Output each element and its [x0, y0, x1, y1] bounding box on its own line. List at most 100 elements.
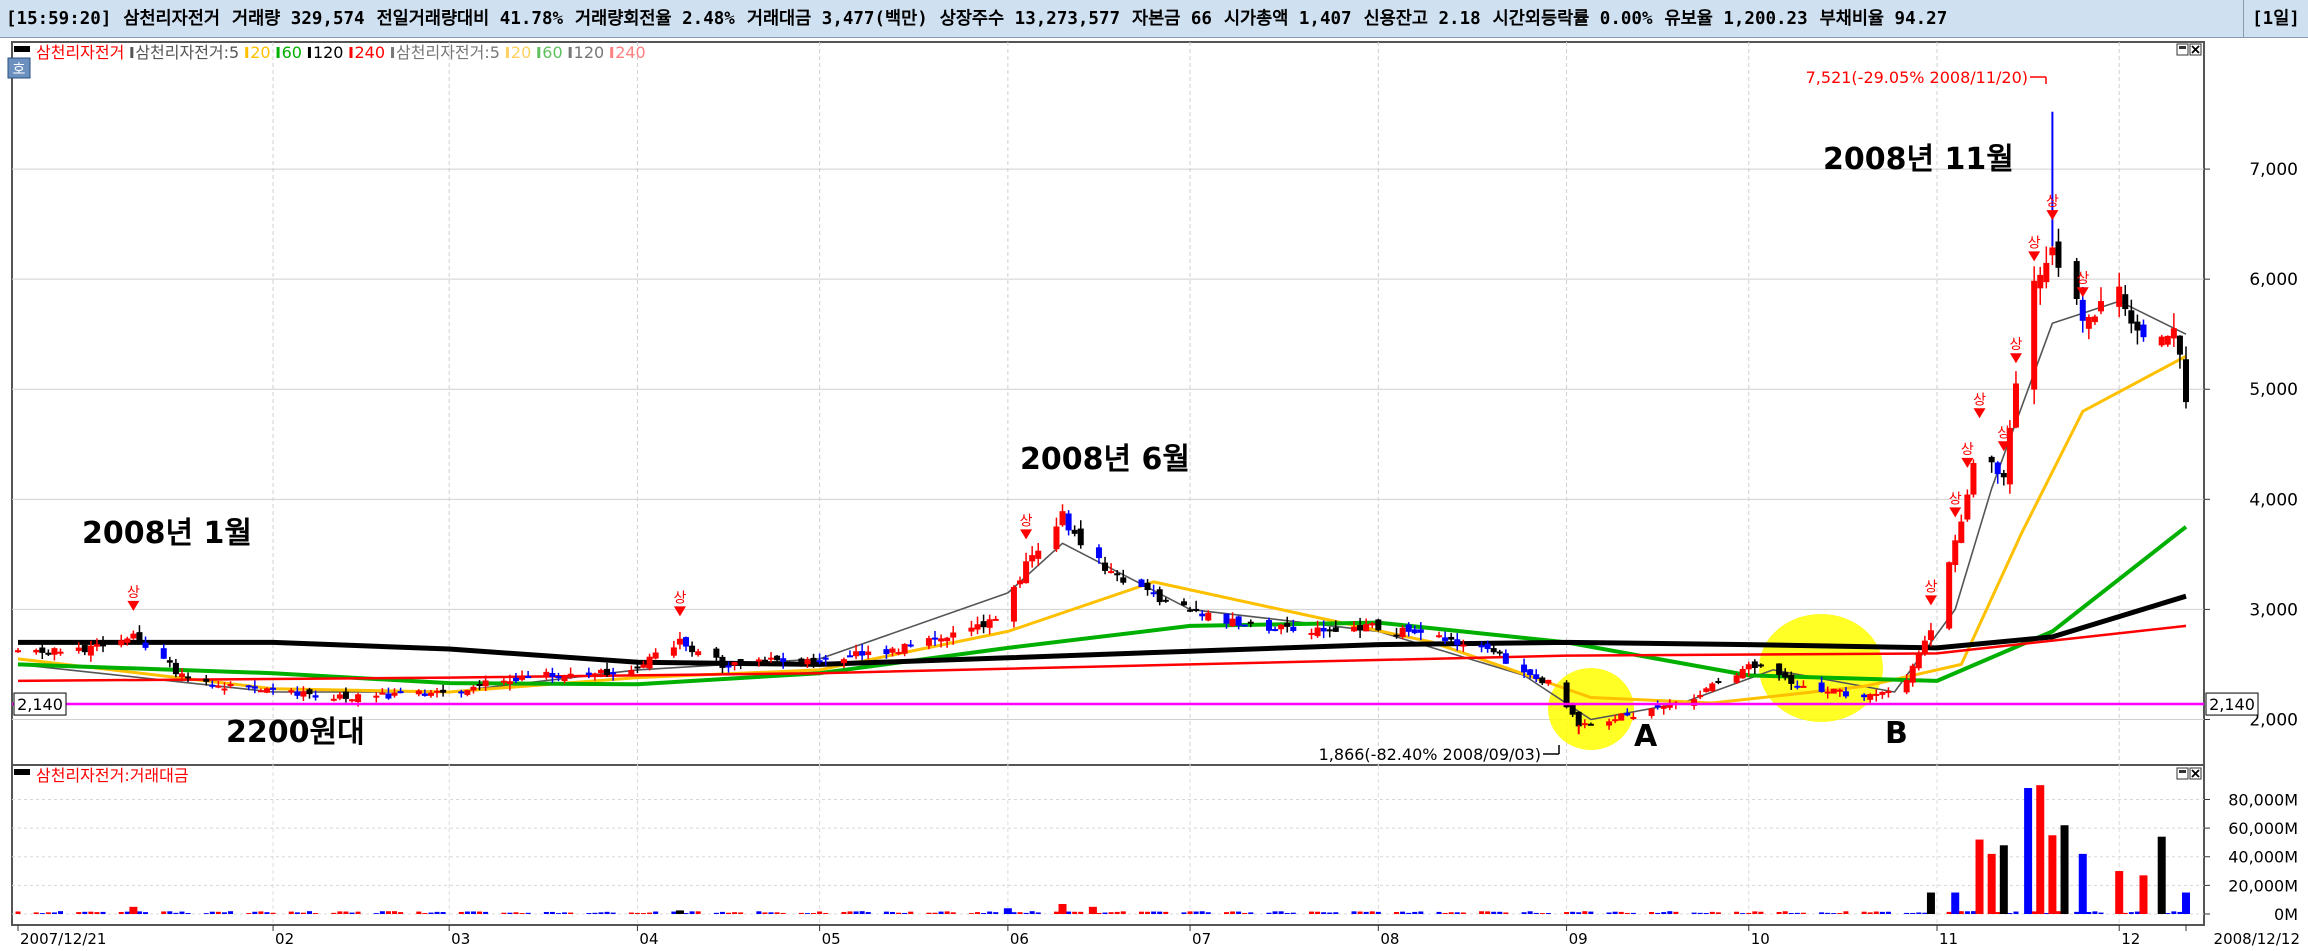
ma-line-120 — [18, 593, 2187, 667]
candle-body — [1199, 613, 1206, 617]
candle-body — [561, 677, 568, 682]
volume-bar — [355, 911, 361, 914]
volume-bar — [1248, 912, 1254, 914]
candle-body — [178, 673, 185, 678]
candle-body — [391, 692, 398, 696]
volume-bar — [2092, 911, 2098, 914]
volume-bar — [1879, 911, 1885, 914]
candle-body — [1533, 674, 1540, 679]
limit-up-arrow — [2076, 287, 2089, 298]
volume-bar — [470, 911, 476, 914]
volume-bar — [173, 912, 179, 914]
candle-body — [476, 683, 483, 686]
support-line: 2,140 2,140 — [12, 692, 2259, 716]
candle-body — [482, 680, 489, 687]
candle-body — [1029, 555, 1036, 562]
candle-body — [45, 652, 52, 655]
volume-bar — [1102, 912, 1108, 914]
volume-bar — [136, 911, 142, 914]
candle-body — [227, 683, 234, 687]
candle-body — [853, 651, 860, 657]
volume-bar — [129, 906, 138, 914]
volume-tick-label: 80,000M — [2228, 790, 2298, 809]
candle-body — [221, 688, 228, 691]
candle-body — [804, 659, 811, 665]
volume-bar — [738, 912, 744, 914]
date-tick-label: 10 — [1751, 930, 1770, 948]
volume-bar — [1351, 911, 1357, 914]
candle-body — [840, 659, 847, 664]
limit-up-arrow — [1924, 595, 1937, 606]
volume-panel[interactable] — [11, 764, 2205, 926]
candle-body — [1818, 682, 1825, 692]
annotation-a: A — [1634, 719, 1658, 754]
limit-up-arrow — [1997, 441, 2010, 452]
volume-bar — [1205, 912, 1211, 914]
candle-body — [1454, 639, 1461, 645]
candle-body — [251, 686, 258, 689]
limit-up-label: 상 — [673, 590, 686, 606]
candle-body — [1545, 679, 1552, 684]
candle-body — [1144, 582, 1151, 591]
limit-up-arrow — [127, 600, 140, 611]
candle-body — [610, 672, 617, 675]
candle-body — [1278, 624, 1285, 630]
candle-body — [1114, 573, 1121, 576]
volume-bar — [1606, 912, 1612, 914]
candle-body — [889, 648, 896, 653]
volume-bar — [385, 911, 391, 914]
annotation-b: B — [1885, 716, 1908, 751]
volume-bar — [1436, 911, 1442, 914]
date-tick-label: 05 — [822, 930, 841, 948]
candle-body — [355, 694, 362, 703]
volume-bar — [1987, 853, 1996, 914]
candle-body — [737, 659, 744, 664]
candle-body — [1053, 526, 1060, 550]
volume-panel-close-button[interactable] — [2189, 767, 2202, 780]
annotation-nov: 2008년 11월 — [1823, 142, 2014, 177]
volume-bar — [1078, 911, 1084, 914]
highlight-circle-a — [1548, 668, 1634, 750]
volume-bar — [1885, 911, 1891, 914]
volume-bar — [732, 912, 738, 914]
volume-panel-maximize-button[interactable] — [2176, 767, 2189, 780]
candle-body — [567, 673, 574, 678]
volume-bar — [1497, 911, 1503, 914]
volume-bar — [288, 911, 294, 914]
volume-bar — [2060, 825, 2069, 914]
support-level-box — [2205, 692, 2259, 716]
volume-bar — [598, 912, 604, 914]
volume-bar — [525, 912, 531, 914]
volume-bar — [1831, 913, 1837, 914]
legend-item: 120 — [574, 43, 605, 62]
candle-body — [670, 647, 677, 656]
volume-bar — [124, 911, 130, 914]
limit-up-label: 상 — [2046, 194, 2059, 210]
stock-name[interactable]: 삼천리자전거 — [123, 9, 220, 29]
candle-body — [1952, 540, 1959, 565]
candle-body — [1575, 711, 1582, 727]
candle-body — [2140, 324, 2147, 338]
candle-body — [1023, 561, 1030, 584]
candle-body — [1970, 463, 1977, 495]
candle-body — [901, 643, 908, 654]
volume-bar — [1612, 911, 1618, 914]
candle-body — [142, 642, 149, 648]
volume-bar — [1691, 912, 1697, 914]
volume-bar — [695, 911, 701, 914]
candle-body — [33, 649, 40, 653]
volume-bar — [2139, 875, 2148, 914]
order-icon-button[interactable]: 호 — [7, 57, 31, 79]
volume-bar — [1163, 911, 1169, 914]
limit-up-arrow — [1973, 408, 1986, 419]
volume-bar — [1776, 911, 1782, 914]
candle-body — [974, 624, 981, 630]
price-panel-maximize-button[interactable] — [2176, 43, 2189, 56]
volume-bar — [215, 911, 221, 914]
volume-bar — [94, 912, 100, 914]
period-selector[interactable]: [1일] — [2243, 0, 2308, 37]
price-panel-close-button[interactable] — [2189, 43, 2202, 56]
candle-body — [209, 684, 216, 687]
volume-bar — [179, 911, 185, 914]
annotation-level: 2200원대 — [226, 715, 365, 750]
